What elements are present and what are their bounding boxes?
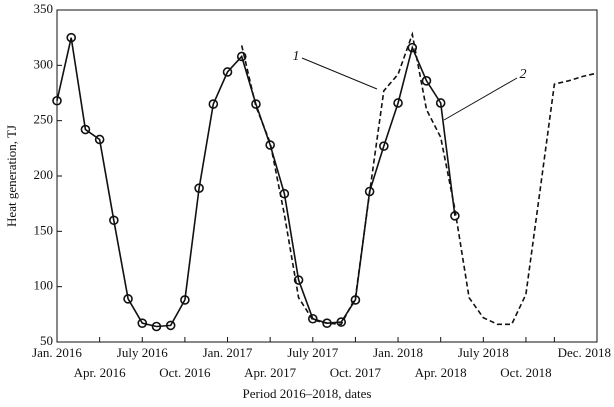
x-tick-label: Apr. 2016	[74, 365, 127, 380]
x-tick-label: July 2016	[117, 345, 168, 360]
data-point	[194, 183, 204, 193]
data-point	[279, 188, 290, 199]
y-tick-label: 200	[34, 167, 54, 182]
x-tick-label: Oct. 2017	[330, 365, 382, 380]
y-tick-label: 100	[34, 278, 54, 293]
leader-line	[301, 57, 378, 90]
data-point	[151, 321, 162, 332]
y-axis-label: Heat generation, TJ	[4, 125, 19, 227]
data-point	[293, 275, 304, 285]
series-line	[240, 31, 598, 326]
series-annotation: 2	[520, 67, 527, 82]
x-tick-label: July 2017	[287, 345, 338, 360]
x-tick-label: Jan. 2018	[373, 345, 423, 360]
y-tick-label: 300	[34, 56, 54, 71]
data-point	[350, 295, 361, 305]
data-point	[407, 42, 418, 53]
x-tick-label: Dec. 2018	[558, 345, 611, 360]
x-tick-label: Jan. 2017	[203, 345, 253, 360]
data-point	[94, 134, 105, 145]
x-tick-label: Apr. 2018	[415, 365, 467, 380]
data-point	[251, 99, 261, 109]
x-tick-label: Jan. 2016	[32, 345, 82, 360]
data-point	[393, 98, 403, 108]
leader-line	[443, 77, 518, 121]
data-point	[80, 124, 91, 135]
data-point	[109, 215, 119, 226]
x-tick-label: Oct. 2018	[500, 365, 551, 380]
series-line	[56, 37, 456, 328]
data-point	[123, 294, 133, 304]
data-point	[180, 295, 190, 305]
data-point	[307, 313, 318, 324]
data-point	[379, 141, 389, 151]
x-tick-label: Oct. 2016	[159, 365, 211, 380]
data-point	[236, 51, 247, 62]
data-point	[336, 317, 347, 327]
data-point	[137, 318, 148, 328]
series-annotation: 1	[293, 49, 300, 64]
data-point	[421, 76, 432, 86]
data-point	[322, 318, 332, 328]
data-point	[208, 99, 219, 109]
x-tick-label: July 2018	[458, 345, 509, 360]
data-point	[265, 140, 275, 150]
y-tick-label: 50	[40, 333, 53, 348]
data-point	[364, 186, 375, 197]
data-point	[165, 320, 176, 331]
y-tick-label: 350	[34, 1, 54, 16]
data-point	[450, 211, 460, 221]
data-point	[435, 98, 446, 108]
data-point	[66, 32, 77, 43]
plot-frame	[56, 9, 598, 343]
data-point	[222, 67, 233, 77]
y-tick-label: 250	[34, 112, 54, 127]
data-point	[52, 95, 62, 106]
x-tick-label: Apr. 2017	[244, 365, 297, 380]
x-axis-label: Period 2016–2018, dates	[243, 386, 372, 401]
y-tick-label: 150	[34, 222, 54, 237]
